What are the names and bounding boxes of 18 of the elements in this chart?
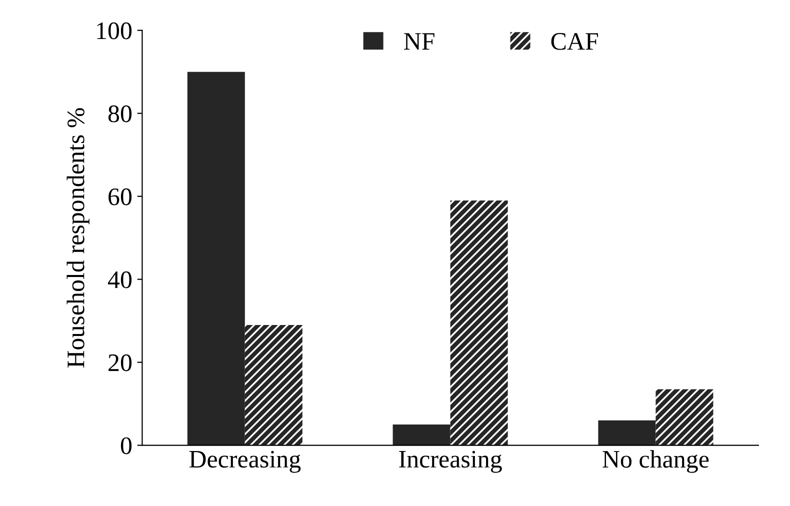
- y-tick-label: 60: [108, 188, 132, 206]
- x-tick-label: Increasing: [399, 450, 502, 473]
- x-tick-label: Decreasing: [189, 450, 301, 473]
- bar: [450, 200, 508, 446]
- y-tick-label: 40: [108, 271, 132, 288]
- y-tick-label: 20: [108, 354, 132, 372]
- y-axis-title: Household respondents %: [66, 108, 90, 368]
- y-tick-label: 100: [97, 22, 132, 40]
- bar: [187, 72, 245, 446]
- y-tick-label: 0: [120, 437, 132, 454]
- legend-label: NF: [404, 33, 434, 50]
- x-tick-label: No change: [602, 450, 709, 473]
- bar: [656, 389, 714, 446]
- bar: [244, 324, 302, 446]
- legend-label: CAF: [551, 33, 598, 50]
- y-tick-label: 80: [108, 105, 132, 122]
- bar: [392, 424, 450, 446]
- bar: [598, 420, 656, 446]
